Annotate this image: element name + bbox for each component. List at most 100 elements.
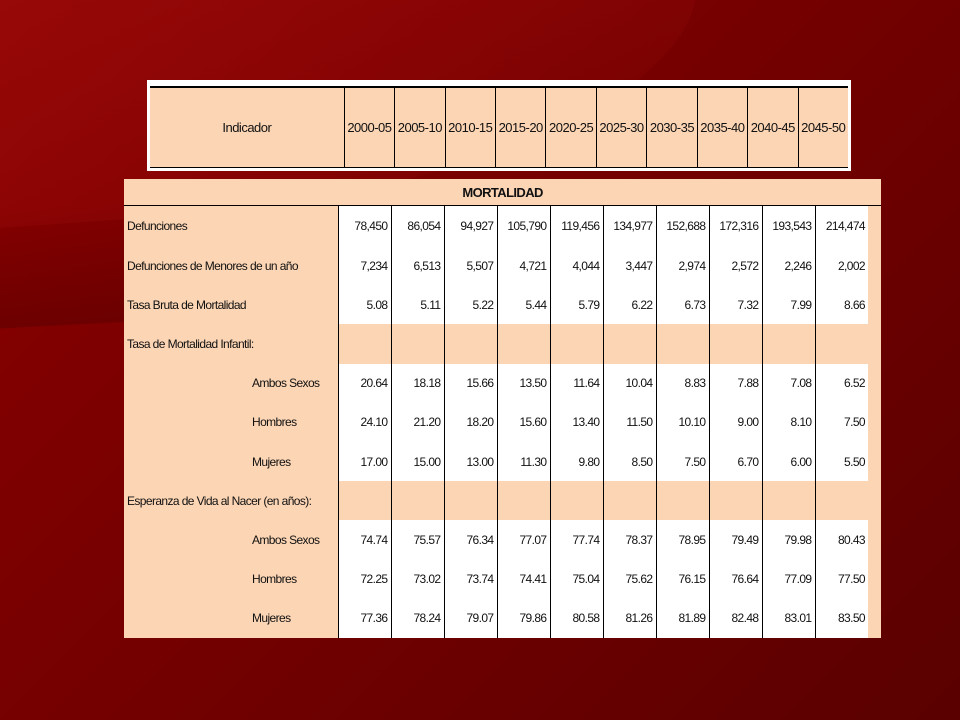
value-cell: 11.50 bbox=[602, 402, 656, 443]
value-cell: 105,790 bbox=[496, 205, 550, 247]
value-cell: 24.10 bbox=[337, 402, 391, 443]
value-cell: 77.36 bbox=[337, 598, 391, 638]
value-cell bbox=[496, 324, 550, 364]
value-cell: 6.70 bbox=[708, 442, 762, 482]
value-cell: 74.74 bbox=[337, 520, 391, 560]
value-cell: 73.02 bbox=[390, 559, 444, 599]
value-cell bbox=[761, 481, 815, 521]
value-cell: 78.95 bbox=[655, 520, 709, 560]
header-table: Indicador 2000-05 2005-10 2010-15 2015-2… bbox=[147, 80, 851, 171]
period-header: 2025-30 bbox=[595, 88, 646, 167]
table-row: Tasa de Mortalidad Infantil: bbox=[124, 324, 882, 364]
value-cell: 77.50 bbox=[814, 559, 868, 599]
value-cell: 5.11 bbox=[390, 285, 444, 325]
row-label: Tasa Bruta de Mortalidad bbox=[127, 297, 247, 312]
value-cell: 8.10 bbox=[761, 402, 815, 443]
value-cell: 7.08 bbox=[761, 363, 815, 403]
row-label: Defunciones de Menores de un año bbox=[127, 258, 299, 273]
value-cell bbox=[549, 324, 603, 364]
value-cell bbox=[390, 481, 444, 521]
value-cell: 4,721 bbox=[496, 246, 550, 286]
value-cell: 152,688 bbox=[655, 205, 709, 247]
value-cell: 15.66 bbox=[443, 363, 497, 403]
value-cell: 11.64 bbox=[549, 363, 603, 403]
value-cell: 6.22 bbox=[602, 285, 656, 325]
value-cell bbox=[496, 481, 550, 521]
section-title: MORTALIDAD bbox=[124, 179, 882, 206]
value-cell bbox=[761, 324, 815, 364]
row-label: Esperanza de Vida al Nacer (en años): bbox=[127, 493, 312, 508]
row-label: Mujeres bbox=[252, 454, 291, 469]
period-header: 2005-10 bbox=[394, 88, 444, 167]
table-row: Ambos Sexos 20.64 18.18 15.66 13.50 11.64 10.0… bbox=[124, 363, 882, 403]
section-row: MORTALIDAD bbox=[124, 179, 882, 206]
value-cell: 8.66 bbox=[814, 285, 868, 325]
table-row: Mujeres 77.36 78.24 79.07 79.86 80.58 81.26 81.… bbox=[124, 598, 882, 638]
table-row: Esperanza de Vida al Nacer (en años): bbox=[124, 481, 882, 521]
row-end-padding bbox=[868, 442, 882, 482]
value-cell: 18.18 bbox=[390, 363, 444, 403]
row-end-padding bbox=[868, 481, 882, 521]
value-cell: 10.04 bbox=[602, 363, 656, 403]
value-cell: 10.10 bbox=[655, 402, 709, 443]
value-cell: 119,456 bbox=[549, 205, 603, 247]
value-cell: 79.49 bbox=[708, 520, 762, 560]
value-cell: 7.32 bbox=[708, 285, 762, 325]
value-cell: 72.25 bbox=[337, 559, 391, 599]
value-cell bbox=[337, 481, 391, 521]
value-cell: 214,474 bbox=[814, 205, 868, 247]
table-row: Ambos Sexos 74.74 75.57 76.34 77.07 77.74 78.3… bbox=[124, 520, 882, 560]
value-cell: 6.73 bbox=[655, 285, 709, 325]
value-cell bbox=[337, 324, 391, 364]
value-cell bbox=[708, 324, 762, 364]
value-cell: 11.30 bbox=[496, 442, 550, 482]
value-cell: 7.88 bbox=[708, 363, 762, 403]
mortality-table: MORTALIDAD Defunciones 78,450 86,054 94,927… bbox=[124, 179, 882, 638]
value-cell: 7.50 bbox=[655, 442, 709, 482]
value-cell: 5.22 bbox=[443, 285, 497, 325]
table-row: Hombres 72.25 73.02 73.74 74.41 75.04 75.62 76.… bbox=[124, 559, 882, 599]
value-cell: 78.37 bbox=[602, 520, 656, 560]
value-cell: 94,927 bbox=[443, 205, 497, 247]
value-cell: 83.50 bbox=[814, 598, 868, 638]
row-end-padding bbox=[868, 324, 882, 364]
value-cell: 86,054 bbox=[390, 205, 444, 247]
row-label: Defunciones bbox=[127, 219, 188, 234]
value-cell: 74.41 bbox=[496, 559, 550, 599]
value-cell: 78.24 bbox=[390, 598, 444, 638]
value-cell: 172,316 bbox=[708, 205, 762, 247]
value-cell: 75.62 bbox=[602, 559, 656, 599]
value-cell: 6.52 bbox=[814, 363, 868, 403]
value-cell: 2,246 bbox=[761, 246, 815, 286]
table-row: Defunciones 78,450 86,054 94,927 105,790 119,… bbox=[124, 205, 882, 247]
row-label: Mujeres bbox=[252, 611, 291, 626]
row-end-padding bbox=[868, 205, 882, 247]
value-cell: 7.99 bbox=[761, 285, 815, 325]
value-cell: 2,974 bbox=[655, 246, 709, 286]
value-cell: 9.80 bbox=[549, 442, 603, 482]
value-cell: 77.07 bbox=[496, 520, 550, 560]
value-cell bbox=[602, 481, 656, 521]
value-cell: 5.50 bbox=[814, 442, 868, 482]
value-cell: 80.58 bbox=[549, 598, 603, 638]
value-cell: 15.60 bbox=[496, 402, 550, 443]
value-cell: 7.50 bbox=[814, 402, 868, 443]
row-label: Hombres bbox=[252, 572, 297, 587]
value-cell: 13.50 bbox=[496, 363, 550, 403]
indicator-header: Indicador bbox=[222, 120, 272, 135]
value-cell: 9.00 bbox=[708, 402, 762, 443]
value-cell: 79.86 bbox=[496, 598, 550, 638]
value-cell: 76.15 bbox=[655, 559, 709, 599]
row-label: Tasa de Mortalidad Infantil: bbox=[127, 337, 254, 352]
value-cell: 4,044 bbox=[549, 246, 603, 286]
period-header: 2040-45 bbox=[747, 88, 797, 167]
value-cell: 13.00 bbox=[443, 442, 497, 482]
value-cell bbox=[708, 481, 762, 521]
row-end-padding bbox=[868, 363, 882, 403]
value-cell: 6,513 bbox=[390, 246, 444, 286]
value-cell: 78,450 bbox=[337, 205, 391, 247]
value-cell: 15.00 bbox=[390, 442, 444, 482]
row-end-padding bbox=[868, 285, 882, 325]
value-cell bbox=[443, 324, 497, 364]
value-cell: 193,543 bbox=[761, 205, 815, 247]
